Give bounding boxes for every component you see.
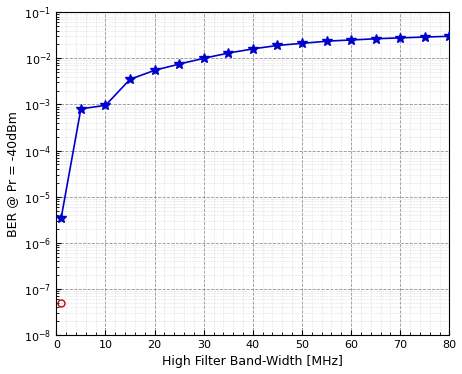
Y-axis label: BER @ Pr = -40dBm: BER @ Pr = -40dBm — [6, 111, 18, 236]
X-axis label: High Filter Band-Width [MHz]: High Filter Band-Width [MHz] — [163, 355, 343, 368]
